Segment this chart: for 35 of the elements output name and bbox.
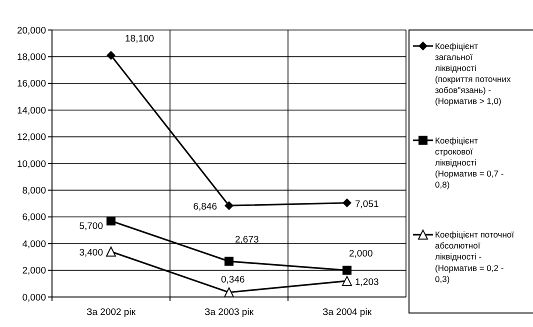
data-label: 2,673 — [235, 234, 259, 246]
data-label: 18,100 — [125, 33, 154, 44]
point — [342, 198, 352, 208]
point — [224, 287, 234, 298]
point — [224, 256, 234, 266]
y-tick-label: 0,000 — [22, 292, 46, 304]
point — [224, 201, 234, 210]
point — [106, 246, 116, 257]
y-tick-label: 8,000 — [22, 186, 46, 197]
data-label: 7,051 — [355, 198, 379, 210]
y-tick-label: 12,000 — [16, 132, 46, 144]
data-label: 1,203 — [355, 276, 379, 288]
legend-label: Коефіцієнт загальної ліквідності (покриття поточних зобов"язань) - (Норматив > 1,0) — [435, 40, 512, 106]
point — [106, 50, 116, 60]
y-tick-label: 16,000 — [16, 78, 46, 90]
legend-label: Коефіцієнт строкової ліквідності (Норматив = 0,7 - 0,8) — [435, 135, 504, 190]
data-label: 5,700 — [79, 220, 103, 232]
data-label: 6,846 — [193, 202, 217, 213]
legend-label: Коефіцієнт поточної абсолютної ліквідності - (Норматив = 0,2 - 0,3) — [435, 230, 515, 284]
y-tick-label: 14,000 — [16, 105, 46, 116]
y-tick-label: 4,000 — [22, 238, 46, 250]
point — [342, 266, 352, 275]
y-tick-label: 10,000 — [16, 158, 46, 170]
x-tick-label: За 2004 рік — [322, 307, 372, 318]
x-tick-label: За 2003 рік — [204, 307, 254, 318]
point — [106, 216, 116, 226]
y-tick-label: 20,000 — [16, 25, 46, 36]
y-tick-label: 2,000 — [22, 266, 46, 277]
x-tick-label: За 2002 рік — [86, 307, 136, 318]
data-label: 3,400 — [79, 248, 103, 259]
point — [342, 276, 352, 286]
data-label: 2,000 — [349, 248, 373, 260]
y-tick-label: 18,000 — [16, 52, 46, 64]
y-tick-label: 6,000 — [22, 212, 46, 224]
data-label: 0,346 — [221, 274, 245, 286]
